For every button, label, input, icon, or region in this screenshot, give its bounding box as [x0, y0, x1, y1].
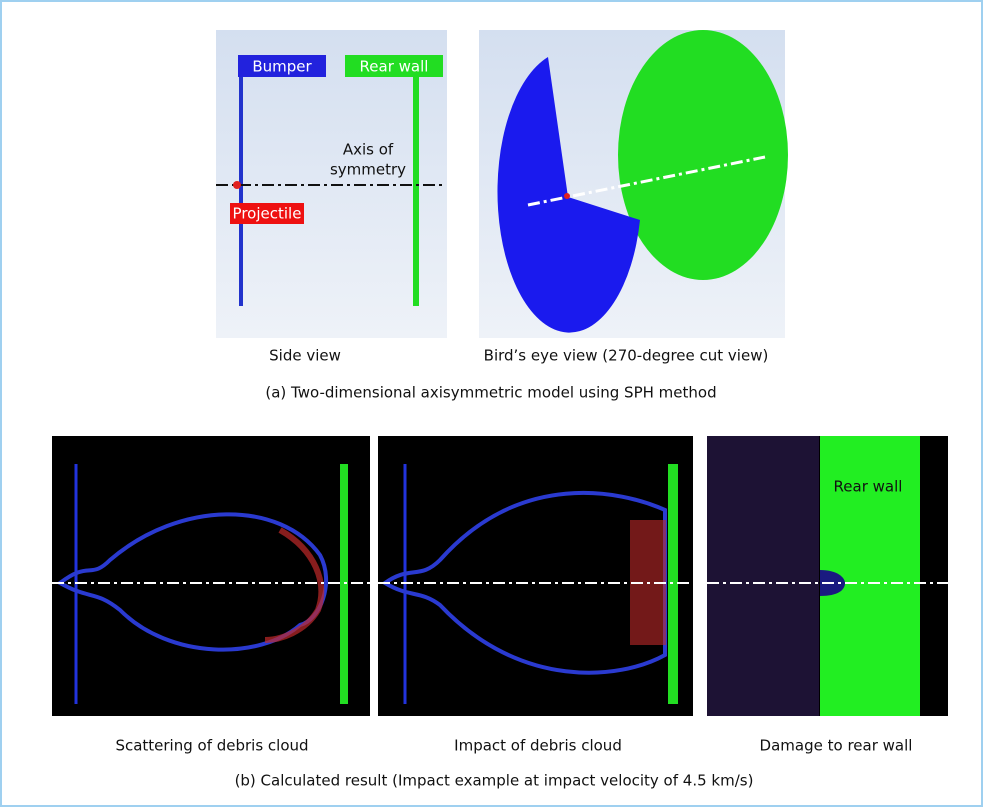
caption: Bird’s eye view (270-degree cut view): [484, 347, 769, 365]
result-panel: [52, 436, 370, 716]
axis-label: symmetry: [330, 161, 406, 179]
caption: Damage to rear wall: [760, 737, 913, 755]
projectile-dot: [233, 181, 241, 189]
rear-wall-label: Rear wall: [360, 58, 429, 76]
bumper-label: Bumper: [252, 58, 312, 76]
rear-wall-disc: [618, 30, 788, 280]
caption: (a) Two-dimensional axisymmetric model u…: [265, 384, 716, 402]
axis-label: Axis of: [343, 141, 394, 159]
projectile-dot: [564, 193, 570, 199]
figure: Bumper Rear wall Axis of symmetry Projec…: [0, 0, 983, 807]
projectile-label: Projectile: [233, 205, 302, 223]
caption: Impact of debris cloud: [454, 737, 622, 755]
caption: Side view: [269, 347, 341, 365]
caption: (b) Calculated result (Impact example at…: [235, 772, 754, 790]
rear-wall-label: Rear wall: [834, 478, 903, 496]
debris-field: [707, 436, 819, 716]
caption: Scattering of debris cloud: [115, 737, 308, 755]
